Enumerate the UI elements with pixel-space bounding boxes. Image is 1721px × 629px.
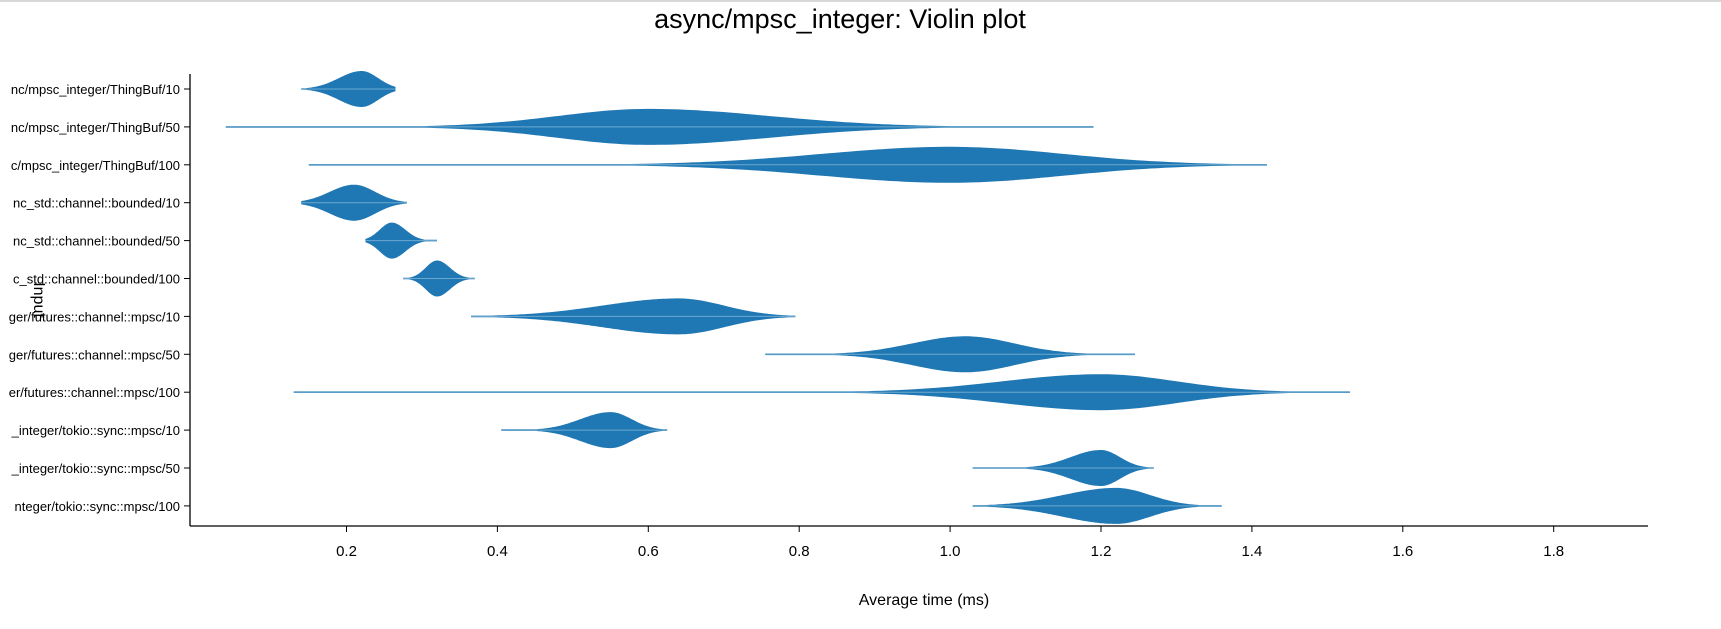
chart-title: async/mpsc_integer: Violin plot xyxy=(654,4,1026,34)
x-tick-label: 0.4 xyxy=(487,543,508,560)
x-tick-label: 1.8 xyxy=(1543,543,1564,560)
y-category-label: er/futures::channel::mpsc/100 xyxy=(9,385,180,400)
category-labels: nc/mpsc_integer/ThingBuf/10 nc/mpsc_integ… xyxy=(9,82,190,514)
y-category-label: nc_std::channel::bounded/50 xyxy=(13,234,180,249)
y-category-label: nteger/tokio::sync::mpsc/100 xyxy=(15,499,180,514)
x-tick-label: 1.4 xyxy=(1241,543,1262,560)
y-category-label: ger/futures::channel::mpsc/10 xyxy=(9,309,180,324)
y-category-label: nc_std::channel::bounded/10 xyxy=(13,196,180,211)
x-tick-label: 0.8 xyxy=(789,543,810,560)
y-category-label: _integer/tokio::sync::mpsc/10 xyxy=(11,423,180,438)
y-category-label: _integer/tokio::sync::mpsc/50 xyxy=(11,461,180,476)
y-category-label: c_std::channel::bounded/100 xyxy=(13,272,180,287)
y-category-label: c/mpsc_integer/ThingBuf/100 xyxy=(11,158,180,173)
x-axis-ticks: 0.2 0.4 0.6 0.8 1.0 1.2 1.4 1.6 1.8 xyxy=(336,526,1564,560)
x-tick-label: 1.6 xyxy=(1392,543,1413,560)
x-tick-label: 0.6 xyxy=(638,543,659,560)
y-category-label: ger/futures::channel::mpsc/50 xyxy=(9,347,180,362)
y-category-label: nc/mpsc_integer/ThingBuf/10 xyxy=(11,82,180,97)
x-tick-label: 0.2 xyxy=(336,543,357,560)
y-axis-label: Input xyxy=(30,282,47,318)
top-border xyxy=(0,0,1721,2)
violins-group xyxy=(225,71,1351,524)
x-tick-label: 1.0 xyxy=(940,543,961,560)
x-tick-label: 1.2 xyxy=(1091,543,1112,560)
x-axis-label: Average time (ms) xyxy=(859,592,989,609)
y-category-label: nc/mpsc_integer/ThingBuf/50 xyxy=(11,120,180,135)
